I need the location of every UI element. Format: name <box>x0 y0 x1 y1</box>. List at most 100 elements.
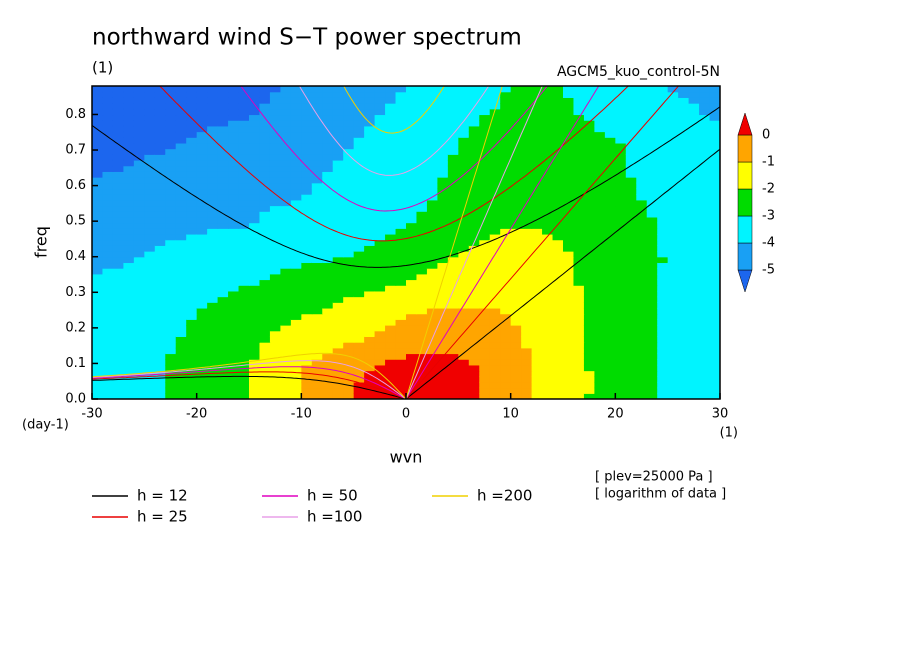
contour-cell <box>406 154 418 161</box>
colorbar-segment <box>737 112 753 136</box>
contour-cell <box>447 359 459 366</box>
contour-cell <box>343 359 355 366</box>
contour-cell <box>594 86 606 93</box>
contour-cell <box>196 376 208 383</box>
contour-cell <box>133 103 145 110</box>
contour-cell <box>353 194 365 201</box>
contour-cell <box>678 211 690 218</box>
contour-cell <box>311 251 323 258</box>
contour-cell <box>479 262 491 269</box>
contour-cell <box>604 171 616 178</box>
contour-cell <box>531 199 543 207</box>
contour-cell <box>510 285 522 292</box>
contour-cell <box>269 148 281 155</box>
contour-cell <box>531 307 543 315</box>
contour-cell <box>699 325 711 332</box>
contour-cell <box>437 251 449 258</box>
contour-cell <box>144 114 156 121</box>
contour-cell <box>500 307 512 315</box>
contour-cell <box>112 154 124 161</box>
contour-cell <box>552 91 564 98</box>
contour-cell <box>426 376 438 383</box>
contour-cell <box>489 216 501 224</box>
contour-cell <box>667 137 679 144</box>
contour-cell <box>563 182 575 190</box>
contour-cell <box>165 205 177 212</box>
contour-cell <box>154 256 166 264</box>
contour-cell <box>332 188 344 195</box>
contour-cell <box>269 165 281 172</box>
contour-cell <box>489 268 501 275</box>
contour-cell <box>92 211 104 218</box>
contour-cell <box>290 188 302 195</box>
contour-cell <box>709 194 720 201</box>
contour-cell <box>385 120 397 127</box>
contour-cell <box>437 131 449 138</box>
x-tick-label: -20 <box>186 407 207 422</box>
contour-cell <box>332 216 344 224</box>
contour-cell <box>583 336 595 343</box>
contour-cell <box>395 245 407 252</box>
contour-cell <box>531 296 543 303</box>
contour-cell <box>249 137 261 144</box>
contour-cell <box>259 251 271 258</box>
contour-cell <box>322 194 334 201</box>
contour-cell <box>133 290 145 298</box>
contour-cell <box>343 273 355 281</box>
contour-cell <box>165 222 177 229</box>
contour-cell <box>447 353 459 360</box>
contour-cell <box>437 91 449 98</box>
contour-cell <box>437 114 449 121</box>
contour-cell <box>688 307 700 315</box>
contour-cell <box>186 359 198 366</box>
contour-cell <box>521 228 533 235</box>
contour-cell <box>636 137 648 144</box>
contour-cell <box>133 171 145 178</box>
contour-cell <box>196 290 208 298</box>
contour-cell <box>269 336 281 343</box>
contour-cell <box>552 268 564 275</box>
contour-cell <box>249 205 261 212</box>
contour-cell <box>657 239 669 246</box>
contour-cell <box>92 268 104 275</box>
contour-cell <box>657 285 669 292</box>
contour-cell <box>479 393 491 399</box>
contour-cell <box>144 285 156 292</box>
contour-cell <box>646 330 658 337</box>
contour-cell <box>709 262 720 269</box>
contour-cell <box>521 387 533 394</box>
contour-cell <box>479 131 491 138</box>
contour-cell <box>510 137 522 144</box>
contour-cell <box>426 103 438 110</box>
contour-cell <box>625 285 637 292</box>
contour-cell <box>207 165 219 172</box>
contour-cell <box>353 296 365 303</box>
contour-cell <box>207 125 219 133</box>
contour-cell <box>311 165 323 172</box>
contour-cell <box>175 211 187 218</box>
contour-cell <box>646 302 658 309</box>
contour-cell <box>583 120 595 127</box>
contour-cell <box>489 279 501 286</box>
contour-cell <box>510 91 522 98</box>
contour-cell <box>165 262 177 269</box>
contour-cell <box>510 114 522 121</box>
contour-cell <box>531 177 543 184</box>
contour-cell <box>573 302 585 309</box>
contour-cell <box>175 86 187 93</box>
contour-cell <box>615 188 627 195</box>
contour-cell <box>636 290 648 298</box>
contour-cell <box>364 165 376 172</box>
contour-cell <box>489 131 501 138</box>
colorbar-segment <box>737 242 753 271</box>
contour-cell <box>280 177 292 184</box>
contour-cell <box>175 97 187 104</box>
contour-cell <box>678 342 690 349</box>
contour-cell <box>395 148 407 155</box>
contour-cell <box>625 108 637 116</box>
contour-cell <box>458 268 470 275</box>
contour-cell <box>604 165 616 172</box>
contour-cell <box>531 148 543 155</box>
contour-cell <box>196 148 208 155</box>
contour-cell <box>678 154 690 161</box>
